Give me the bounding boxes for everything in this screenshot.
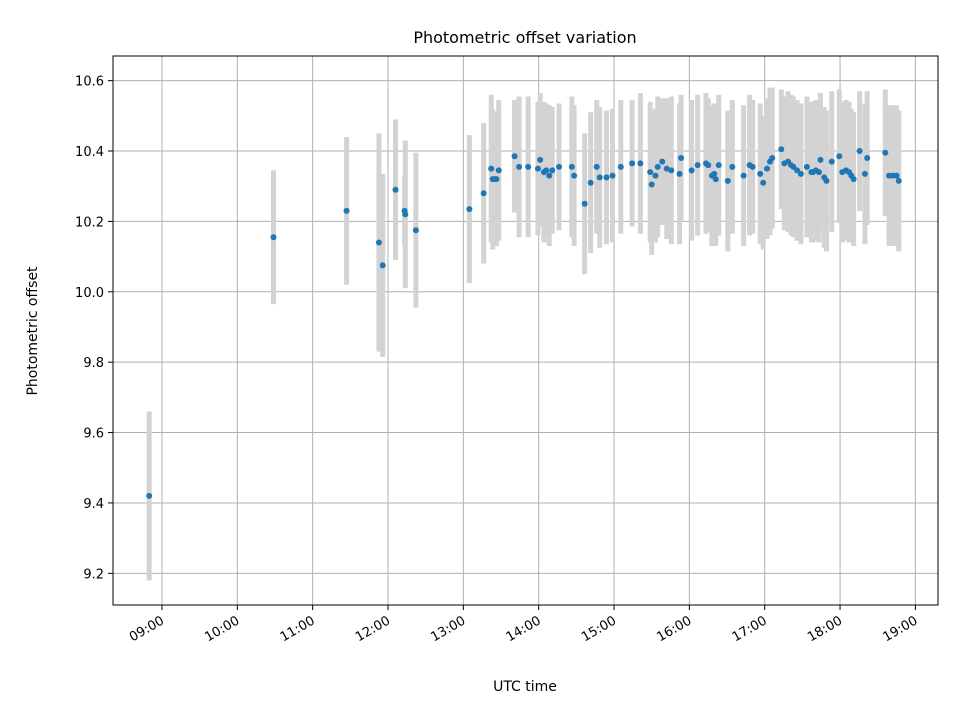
y-axis-label: Photometric offset xyxy=(25,266,41,396)
data-point xyxy=(392,186,399,193)
data-point xyxy=(516,163,523,170)
data-point xyxy=(546,172,553,179)
data-point xyxy=(794,167,801,174)
data-point xyxy=(705,162,712,169)
data-point xyxy=(803,163,810,170)
data-point xyxy=(511,153,518,160)
data-point xyxy=(882,149,889,156)
data-points xyxy=(146,146,902,499)
data-point xyxy=(694,162,701,169)
data-point xyxy=(729,163,736,170)
data-point xyxy=(581,200,588,207)
y-tick-label: 10.0 xyxy=(75,286,104,301)
data-point xyxy=(568,163,575,170)
data-point xyxy=(493,176,500,183)
data-point xyxy=(647,169,654,176)
data-point xyxy=(379,262,386,269)
data-point xyxy=(525,163,532,170)
grid-lines xyxy=(113,56,938,605)
data-point xyxy=(375,239,382,246)
data-point xyxy=(740,172,747,179)
data-point xyxy=(146,492,153,499)
data-point xyxy=(797,170,804,177)
data-point xyxy=(861,170,868,177)
data-point xyxy=(652,172,659,179)
data-point xyxy=(712,176,719,183)
chart-title: Photometric offset variation xyxy=(413,28,636,47)
y-axis-ticks: 9.2 9.4 9.6 9.8 10.0 10.2 10.4 10.6 xyxy=(75,75,113,582)
data-point xyxy=(850,176,857,183)
data-point xyxy=(763,165,770,172)
data-point xyxy=(678,155,685,162)
data-point xyxy=(895,177,902,184)
data-point xyxy=(724,177,731,184)
data-point xyxy=(659,158,666,165)
data-point xyxy=(828,158,835,165)
data-point xyxy=(836,153,843,160)
data-point xyxy=(757,170,764,177)
y-tick-label: 10.6 xyxy=(75,75,104,90)
data-point xyxy=(715,162,722,169)
data-point xyxy=(571,172,578,179)
data-point xyxy=(823,177,830,184)
data-point xyxy=(412,227,419,234)
data-point xyxy=(663,165,670,172)
data-point xyxy=(769,155,776,162)
data-point xyxy=(749,163,756,170)
data-point xyxy=(676,170,683,177)
y-tick-label: 9.2 xyxy=(83,567,104,582)
y-tick-label: 10.4 xyxy=(75,145,104,160)
y-tick-label: 9.6 xyxy=(83,427,104,442)
data-point xyxy=(817,156,824,163)
data-point xyxy=(864,155,871,162)
data-point xyxy=(654,163,661,170)
data-point xyxy=(480,190,487,197)
data-point xyxy=(466,206,473,213)
data-point xyxy=(711,170,718,177)
data-point xyxy=(556,163,563,170)
data-point xyxy=(343,207,350,214)
data-point xyxy=(856,148,863,155)
data-point xyxy=(688,167,695,174)
data-point xyxy=(543,167,550,174)
data-point xyxy=(668,167,675,174)
data-point xyxy=(593,163,600,170)
data-point xyxy=(790,163,797,170)
x-axis-label: UTC time xyxy=(493,679,557,695)
data-point xyxy=(760,179,767,186)
data-point xyxy=(549,167,556,174)
data-point xyxy=(488,165,495,172)
y-tick-label: 9.8 xyxy=(83,356,104,371)
data-point xyxy=(629,160,636,167)
data-point xyxy=(537,156,544,163)
y-tick-label: 9.4 xyxy=(83,497,104,512)
plot-frame xyxy=(112,55,939,606)
data-point xyxy=(534,165,541,172)
data-point xyxy=(815,169,822,176)
data-point xyxy=(778,146,785,153)
data-point xyxy=(596,174,603,181)
data-point xyxy=(402,211,409,218)
data-point xyxy=(648,181,655,188)
data-point xyxy=(617,163,624,170)
data-point xyxy=(270,234,277,241)
y-tick-label: 10.2 xyxy=(75,215,104,230)
data-point xyxy=(637,160,644,167)
data-point xyxy=(495,167,502,174)
data-point xyxy=(893,172,900,179)
data-point xyxy=(609,172,616,179)
data-point xyxy=(587,179,594,186)
data-point xyxy=(603,174,610,181)
